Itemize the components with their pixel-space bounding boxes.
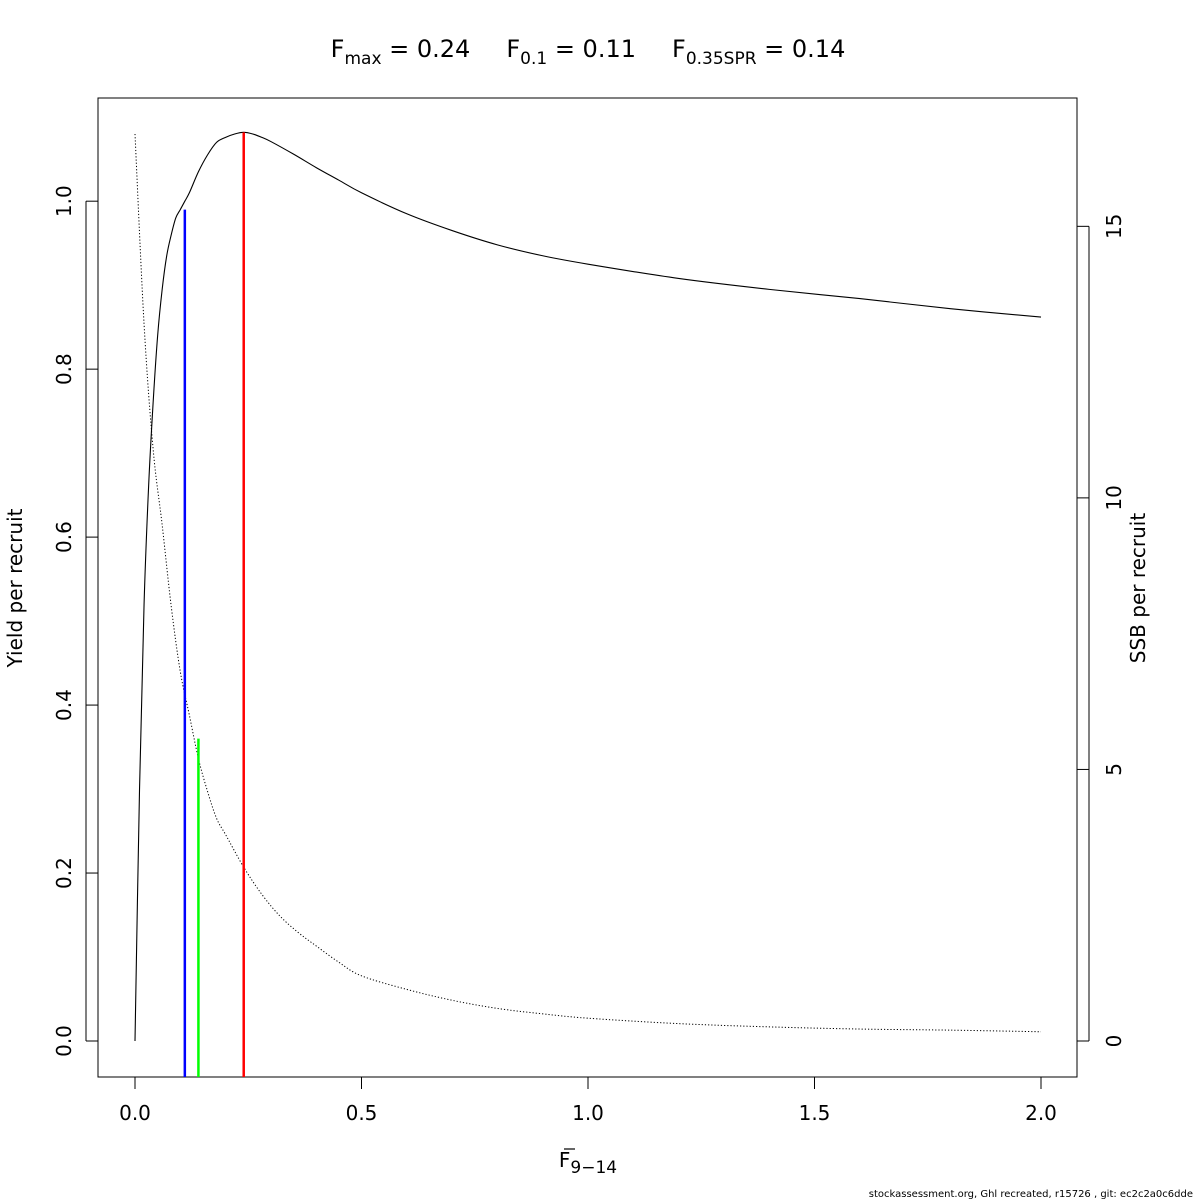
y-right-tick-label: 10 [1102,485,1126,510]
x-tick-label: 1.0 [572,1101,604,1125]
x-tick-label: 1.5 [799,1101,831,1125]
x-tick-label: 0.5 [346,1101,378,1125]
y-left-tick-label: 0.0 [52,1025,76,1057]
yield-per-recruit-line [134,131,1042,1042]
y-right-axis: 0 5 10 15 [1077,214,1126,1048]
y-right-tick-label: 5 [1102,763,1126,776]
y-left-tick-label: 0.4 [52,689,76,721]
y-right-tick-label: 15 [1102,214,1126,239]
title-symbol: F [331,35,345,63]
x-tick-label: 0.0 [119,1101,151,1125]
title-subscript: 0.35SPR [686,49,757,69]
x-title-subscript: 9−14 [570,1158,617,1178]
x-tick-label: 2.0 [1025,1101,1057,1125]
y-left-axis: 0.0 0.2 0.4 0.6 0.8 1.0 [52,185,98,1057]
title-value: = 0.11 [547,35,636,63]
y-left-axis-title: Yield per recruit [3,508,27,668]
title-symbol: F [470,35,520,63]
title-subscript: 0.1 [520,49,547,69]
chart-title: Fmax = 0.24 F0.1 = 0.11 F0.35SPR = 0.14 [331,35,846,69]
y-right-axis-title: SSB per recruit [1126,513,1150,664]
reference-lines [183,132,245,1077]
y-left-tick-label: 0.8 [52,353,76,385]
title-value: = 0.14 [757,35,846,63]
title-subscript: max [344,49,381,69]
ssb-per-recruit-line [134,133,1042,1033]
y-left-tick-label: 0.2 [52,857,76,889]
y-right-tick-label: 0 [1102,1035,1126,1048]
footer-text: stockassessment.org, Ghl recreated, r157… [869,1189,1193,1200]
x-axis: 0.0 0.5 1.0 1.5 2.0 [119,1076,1057,1125]
x-title-symbol: F [559,1148,571,1172]
y-left-tick-label: 1.0 [52,185,76,217]
title-symbol: F [636,35,686,63]
x-axis-title: F9−14 [559,1148,617,1178]
series-layer [134,131,1042,1042]
title-value: = 0.24 [382,35,471,63]
y-left-tick-label: 0.6 [52,521,76,553]
